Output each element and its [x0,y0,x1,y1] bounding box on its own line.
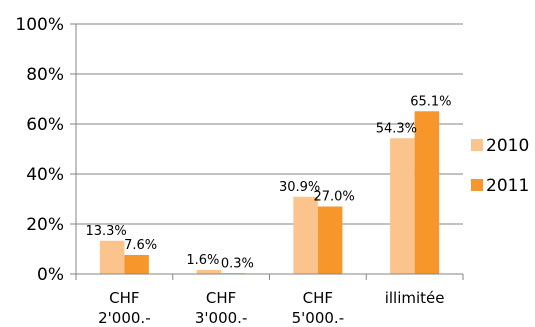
y-tick-label: 60% [26,115,64,135]
bar-2011 [414,111,440,274]
bar-2011 [317,206,343,274]
legend-label-2010: 2010 [486,136,529,156]
x-axis-labels: CHF 2'000.- CHF 3'000.- CHF 5'000.- illimitée [98,289,444,327]
legend: 2010 2011 [471,136,529,196]
x-category-label: illimitée [385,289,445,307]
y-tick-label: 40% [26,165,64,185]
data-label: 7.6% [124,238,157,253]
y-tick-label: 100% [15,15,64,35]
data-labels: 13.3%7.6% 1.6% 0.3% 30.9%27.0% 54.3% 65.1% [85,94,451,271]
data-label: 65.1% [410,94,451,109]
data-label: 1.6% [186,253,219,268]
bar-2010 [196,270,222,274]
y-tick-label: 20% [26,215,64,235]
x-category-label: CHF 2'000.- [98,289,150,327]
bar-2010 [293,196,318,274]
x-category-label: CHF 3'000.- [195,289,247,327]
bar-2010 [99,240,125,274]
y-tick-label: 0% [37,265,64,285]
data-label: 13.3% [85,224,126,239]
data-label: 0.3% [221,256,254,271]
y-tick-label: 80% [26,65,64,85]
bar-2010 [390,138,415,274]
legend-swatch-2011 [471,179,483,191]
data-label: 27.0% [313,190,354,205]
x-category-label: CHF 5'000.- [292,289,344,327]
legend-swatch-2010 [471,139,483,151]
data-label: 30.9% [279,180,320,195]
legend-label-2011: 2011 [486,176,529,196]
bars [99,111,440,274]
y-axis-ticks: 0% 20% 40% 60% 80% 100% [15,15,64,285]
bar-2011 [124,255,149,274]
data-label: 54.3% [376,121,417,136]
axes [70,23,464,280]
